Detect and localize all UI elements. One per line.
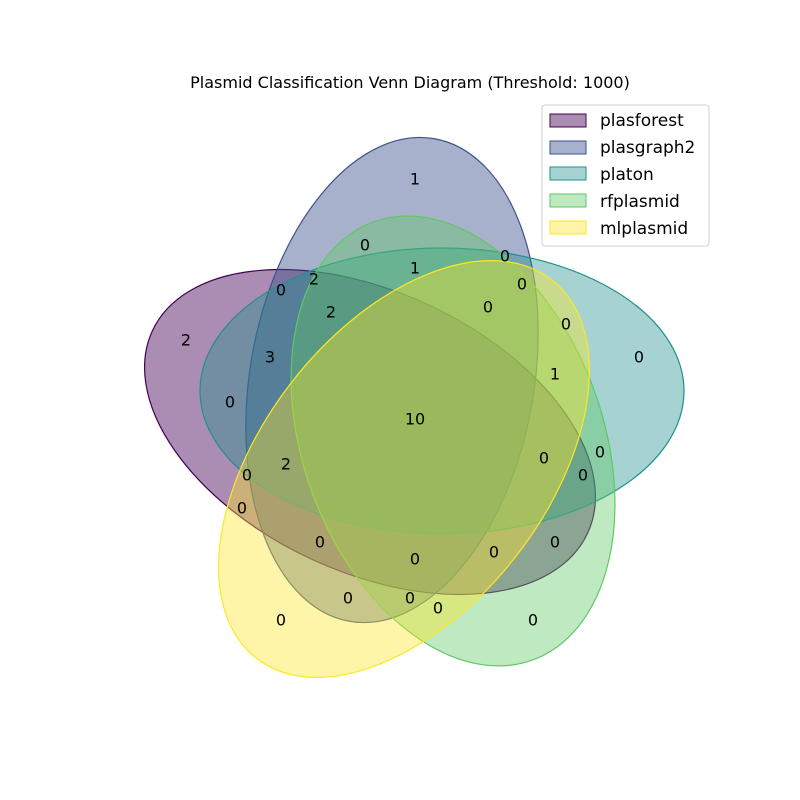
diagram-title: Plasmid Classification Venn Diagram (Thr… bbox=[190, 73, 630, 92]
legend-label-plasgraph2: plasgraph2 bbox=[600, 138, 695, 158]
legend-swatch-plasforest bbox=[549, 113, 587, 128]
legend-label-rfplasmid: rfplasmid bbox=[600, 192, 680, 212]
region-count: 3 bbox=[265, 348, 275, 367]
region-count: 0 bbox=[360, 236, 370, 255]
region-count: 2 bbox=[326, 303, 336, 322]
legend-box bbox=[541, 104, 710, 247]
region-count: 0 bbox=[410, 550, 420, 569]
legend-label-mlplasmid: mlplasmid bbox=[600, 219, 688, 239]
region-count: 0 bbox=[539, 449, 549, 468]
region-count: 0 bbox=[276, 611, 286, 630]
region-count: 0 bbox=[242, 466, 252, 485]
region-count: 0 bbox=[405, 589, 415, 608]
region-count: 2 bbox=[181, 331, 191, 350]
region-count: 1 bbox=[550, 365, 560, 384]
region-count: 0 bbox=[483, 298, 493, 317]
set-ellipses bbox=[143, 136, 685, 678]
region-count: 1 bbox=[410, 259, 420, 278]
legend-label-plasforest: plasforest bbox=[600, 111, 684, 131]
region-count: 0 bbox=[634, 348, 644, 367]
legend: plasforest plasgraph2 platon rfplasmid m… bbox=[541, 104, 710, 247]
region-count: 2 bbox=[281, 455, 291, 474]
legend-swatch-rfplasmid bbox=[549, 193, 587, 208]
region-count: 0 bbox=[561, 315, 571, 334]
region-count: 0 bbox=[433, 599, 443, 618]
region-count: 0 bbox=[528, 611, 538, 630]
region-count: 0 bbox=[500, 247, 510, 266]
region-count: 10 bbox=[405, 410, 425, 429]
region-count: 0 bbox=[276, 281, 286, 300]
rfplasmid-ellipse bbox=[290, 215, 616, 667]
legend-swatch-mlplasmid bbox=[549, 220, 587, 235]
region-count: 0 bbox=[237, 499, 247, 518]
region-count: 0 bbox=[550, 533, 560, 552]
mlplasmid-ellipse bbox=[218, 260, 590, 678]
legend-label-platon: platon bbox=[600, 165, 654, 185]
region-count: 0 bbox=[343, 589, 353, 608]
platon-ellipse bbox=[199, 247, 685, 535]
region-count: 0 bbox=[595, 443, 605, 462]
legend-swatch-platon bbox=[549, 166, 587, 181]
region-count: 0 bbox=[578, 466, 588, 485]
region-count: 1 bbox=[410, 170, 420, 189]
region-count: 0 bbox=[517, 275, 527, 294]
region-count: 0 bbox=[225, 393, 235, 412]
region-count: 2 bbox=[309, 270, 319, 289]
plasgraph2-ellipse bbox=[245, 136, 539, 624]
region-count: 0 bbox=[489, 543, 499, 562]
legend-swatch-plasgraph2 bbox=[549, 140, 587, 155]
region-labels: 2 1 0 0 0 3 0 0 0 0 0 0 0 0 0 0 0 0 0 0 … bbox=[181, 170, 644, 630]
region-count: 0 bbox=[315, 533, 325, 552]
